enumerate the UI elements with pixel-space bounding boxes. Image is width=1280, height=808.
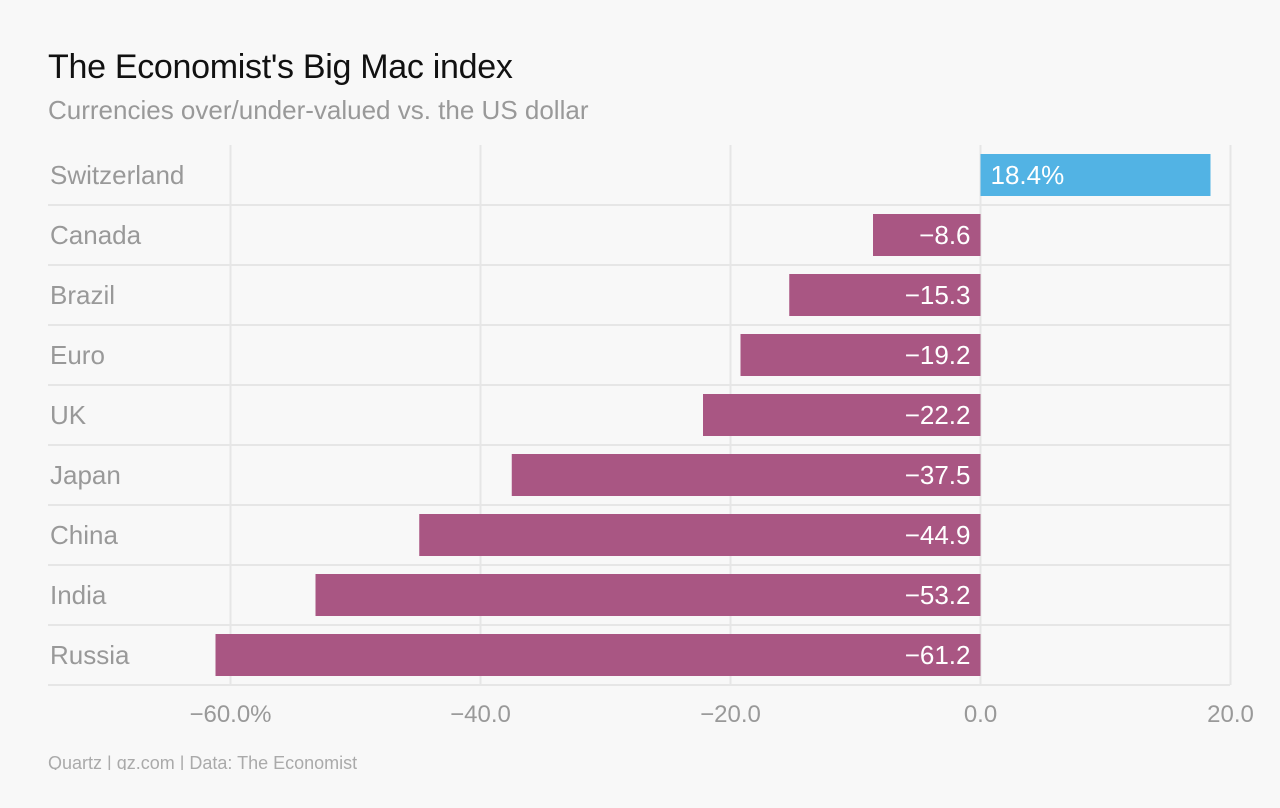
grid-layer	[48, 145, 1232, 686]
bar-uk	[703, 394, 981, 436]
x-tick-label: 20.0	[1207, 701, 1254, 728]
category-label: Brazil	[50, 280, 115, 310]
bar-china	[419, 514, 981, 556]
category-label: Japan	[50, 460, 121, 490]
x-tick-label: −60.0%	[189, 701, 271, 728]
category-label: UK	[50, 400, 87, 430]
category-label: Russia	[50, 640, 130, 670]
data-label: −8.6	[919, 220, 970, 250]
data-label: −53.2	[905, 580, 971, 610]
bar-japan	[511, 454, 981, 496]
x-tick-label: 0.0	[964, 701, 997, 728]
data-label: 18.4%	[991, 160, 1065, 190]
category-label: Switzerland	[50, 160, 184, 190]
chart-subtitle: Currencies over/under-valued vs. the US …	[48, 95, 589, 125]
x-tick-label: −40.0	[450, 701, 511, 728]
data-label: −37.5	[905, 460, 971, 490]
category-label: Canada	[50, 220, 142, 250]
bar-brazil	[789, 274, 981, 316]
data-label: −15.3	[905, 280, 971, 310]
data-label: −61.2	[905, 640, 971, 670]
data-label: −19.2	[905, 340, 971, 370]
chart-title: The Economist's Big Mac index	[48, 48, 513, 86]
source-footer: Quartz | qz.com | Data: The Economist	[48, 753, 358, 770]
bar-russia	[215, 634, 981, 676]
bar-canada	[873, 214, 981, 256]
category-label: Euro	[50, 340, 105, 370]
category-label: China	[50, 520, 118, 550]
labels-layer: Switzerland 18.4% Canada −8.6 Brazil −15.3 Eur…	[50, 160, 1254, 728]
bar-switzerland	[980, 154, 1211, 196]
x-tick-label: −20.0	[700, 701, 761, 728]
data-label: −22.2	[905, 400, 971, 430]
data-label: −44.9	[905, 520, 971, 550]
bar-euro	[740, 334, 981, 376]
bars-layer	[215, 154, 1211, 676]
category-label: India	[50, 580, 107, 610]
bar-india	[315, 574, 981, 616]
